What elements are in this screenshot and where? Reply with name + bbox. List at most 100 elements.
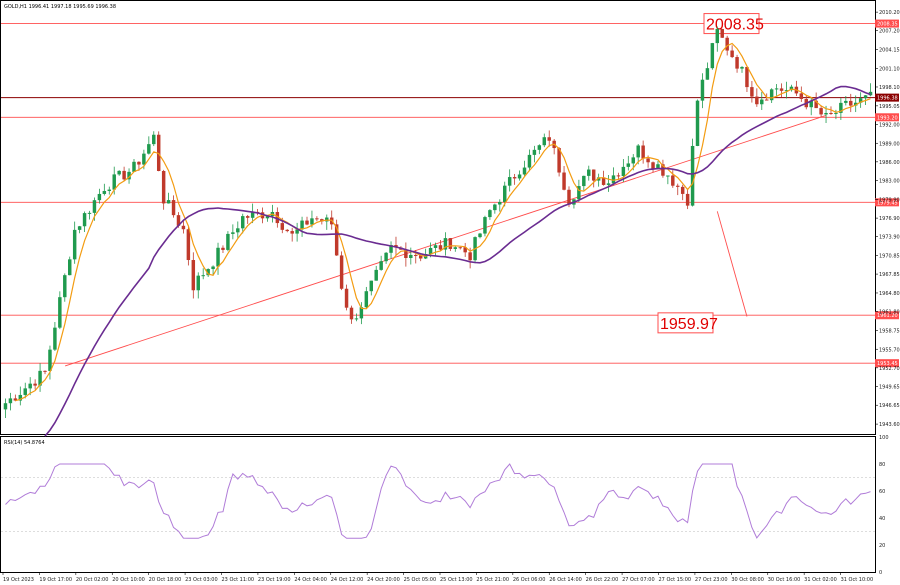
level-price-label: 1953.45 xyxy=(877,361,898,367)
candle-body xyxy=(221,247,225,250)
candle-body xyxy=(206,269,210,276)
time-tick-label: 27 Oct 15:00 xyxy=(659,577,692,583)
candle-body xyxy=(611,175,616,184)
rsi-label: RSI(14) 54.8764 xyxy=(4,440,45,446)
candle-body xyxy=(384,252,388,262)
price-tick-label: 1949.65 xyxy=(879,385,900,391)
price-tick-label: 1958.75 xyxy=(879,328,900,334)
candle-body xyxy=(58,297,62,328)
time-tick-label: 27 Oct 07:00 xyxy=(622,577,655,583)
rsi-tick-label: 60 xyxy=(879,489,885,495)
candle-body xyxy=(226,233,230,250)
candle-body xyxy=(117,170,121,175)
ma-slow-line xyxy=(44,85,871,437)
candle-body xyxy=(389,245,393,253)
candle-body xyxy=(18,394,23,401)
candle-body xyxy=(132,161,136,172)
candle-body xyxy=(705,68,710,80)
candle-body xyxy=(325,217,329,222)
candle-body xyxy=(53,327,57,350)
candle-body xyxy=(774,88,779,90)
candle-body xyxy=(300,220,304,230)
candle-body xyxy=(616,175,621,177)
candle-body xyxy=(507,177,512,186)
candle-body xyxy=(344,288,349,308)
candle-body xyxy=(522,167,527,175)
candle-body xyxy=(488,210,492,218)
level-price-tag xyxy=(875,311,899,320)
time-tick-label: 19 Oct 2023 xyxy=(3,577,34,583)
candle-body xyxy=(784,90,789,92)
level-price-label: 1979.45 xyxy=(877,200,898,206)
candle-body xyxy=(656,164,660,169)
rsi-tick-label: 100 xyxy=(879,435,889,441)
candle-body xyxy=(77,226,82,230)
candle-body xyxy=(354,318,359,320)
candle-body xyxy=(685,193,690,206)
candle-body xyxy=(265,216,270,219)
main-pane-frame xyxy=(0,0,876,435)
candle-body xyxy=(715,28,720,44)
candle-body xyxy=(448,238,453,249)
price-tick-label: 1992.00 xyxy=(879,123,900,129)
candle-body xyxy=(468,252,472,261)
rsi-tick-label: 0 xyxy=(879,570,882,576)
price-tick-label: 1995.05 xyxy=(879,104,900,110)
candle-body xyxy=(102,190,107,194)
candle-body xyxy=(458,247,462,249)
candle-body xyxy=(48,349,52,371)
candle-body xyxy=(582,175,586,187)
candle-body xyxy=(290,231,294,234)
candle-body xyxy=(680,186,685,194)
candle-body xyxy=(755,96,759,105)
time-tick-label: 23 Oct 19:00 xyxy=(258,577,291,583)
candle-body xyxy=(33,383,37,386)
candle-body xyxy=(676,185,680,187)
candle-body xyxy=(799,93,804,99)
candle-body xyxy=(666,175,670,177)
time-tick-label: 25 Oct 13:00 xyxy=(440,577,473,583)
time-tick-label: 24 Oct 12:00 xyxy=(331,577,364,583)
candle-body xyxy=(591,169,596,181)
candle-body xyxy=(156,134,161,171)
candle-body xyxy=(241,216,245,229)
level-price-label: 1961.20 xyxy=(877,313,898,319)
candle-body xyxy=(166,200,171,204)
candle-body xyxy=(547,137,551,141)
price-tick-label: 1946.65 xyxy=(879,403,900,409)
candle-body xyxy=(853,102,858,106)
rsi-pane-frame xyxy=(0,436,876,573)
candle-body xyxy=(626,163,631,167)
price-tick-label: 1983.00 xyxy=(879,178,900,184)
forecast-line xyxy=(716,211,748,317)
candle-body xyxy=(671,175,675,186)
symbol-header: GOLD,H1 1996.41 1997.18 1995.69 1996.38 xyxy=(4,4,116,10)
candle-body xyxy=(364,291,369,308)
candle-body xyxy=(369,280,373,292)
candle-body xyxy=(779,88,784,91)
level-price-tag xyxy=(875,198,899,207)
level-price-label: 2008.35 xyxy=(877,22,898,28)
candle-body xyxy=(23,388,27,395)
time-tick-label: 30 Oct 08:00 xyxy=(731,577,764,583)
candle-body xyxy=(374,269,378,281)
candle-body xyxy=(512,177,517,179)
candle-body xyxy=(438,245,443,250)
candle-body xyxy=(211,266,215,270)
candle-body xyxy=(92,200,97,213)
time-tick-label: 31 Oct 02:00 xyxy=(804,577,837,583)
candle-body xyxy=(577,186,581,200)
time-tick-label: 27 Oct 23:00 xyxy=(695,577,728,583)
candle-body xyxy=(542,137,547,146)
candle-body xyxy=(651,162,655,169)
candle-body xyxy=(28,383,32,389)
candle-body xyxy=(250,211,255,218)
candle-body xyxy=(527,154,532,168)
candle-body xyxy=(745,66,749,88)
price-tick-label: 1961.80 xyxy=(879,310,900,316)
price-tick-label: 1989.00 xyxy=(879,141,900,147)
level-price-tag xyxy=(875,359,899,368)
candle-body xyxy=(636,145,640,158)
candle-body xyxy=(161,170,166,204)
